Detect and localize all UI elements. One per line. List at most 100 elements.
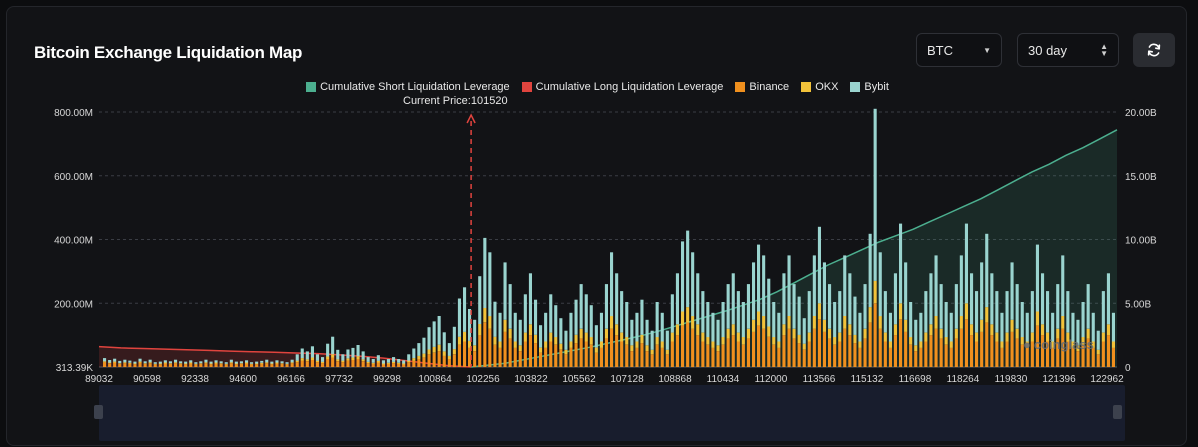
bar-bybit	[260, 360, 264, 363]
coin-select[interactable]: BTC ▼	[916, 33, 1002, 67]
bar-okx	[346, 358, 350, 361]
bar-bybit	[224, 362, 228, 364]
bar-okx	[321, 361, 325, 364]
bar-okx	[295, 360, 299, 363]
bar-okx	[787, 316, 791, 329]
bar-binance	[584, 341, 588, 367]
bar-bybit	[123, 359, 127, 363]
bar-okx	[1071, 341, 1075, 348]
bar-binance	[980, 331, 984, 367]
bar-bybit	[554, 305, 558, 338]
bar-binance	[366, 363, 370, 367]
bar-bybit	[1106, 273, 1110, 325]
bar-binance	[990, 335, 994, 367]
x-tick-label: 108868	[658, 374, 692, 385]
bar-bybit	[610, 252, 614, 317]
bar-okx	[655, 337, 659, 345]
zoom-slider-handle-right[interactable]	[1113, 405, 1122, 419]
bar-binance	[574, 343, 578, 367]
legend-item-binance[interactable]: Binance	[735, 81, 789, 93]
bar-binance	[305, 361, 309, 367]
bar-okx	[1020, 337, 1024, 345]
bar-bybit	[300, 348, 304, 359]
legend-item-long[interactable]: Cumulative Long Liquidation Leverage	[521, 81, 723, 93]
bar-okx	[356, 356, 360, 360]
bar-binance	[660, 347, 664, 367]
bar-binance	[1101, 341, 1105, 367]
bar-bybit	[498, 312, 502, 342]
bar-binance	[219, 363, 223, 367]
caret-down-icon: ▼	[983, 45, 991, 55]
legend-item-short[interactable]: Cumulative Short Liquidation Leverage	[306, 81, 510, 93]
bar-binance	[726, 338, 730, 367]
bar-bybit	[483, 237, 487, 308]
bar-binance	[599, 347, 603, 367]
refresh-button[interactable]	[1133, 33, 1175, 67]
bar-bybit	[635, 312, 639, 342]
bar-binance	[787, 328, 791, 368]
bar-bybit	[828, 284, 832, 329]
bar-bybit	[893, 273, 897, 325]
bar-bybit	[817, 226, 821, 304]
bar-binance	[483, 322, 487, 367]
y-left-tick-label: 200.00M	[54, 299, 93, 310]
y-right-tick-label: 20.00B	[1125, 108, 1157, 119]
bar-binance	[579, 338, 583, 367]
bar-bybit	[980, 262, 984, 320]
bar-okx	[239, 363, 243, 364]
bar-bybit	[463, 287, 467, 332]
bar-okx	[189, 362, 193, 364]
legend-label: OKX	[815, 81, 839, 93]
bar-binance	[1051, 347, 1055, 367]
bar-binance	[762, 328, 766, 368]
x-tick-label: 116698	[899, 374, 932, 385]
bar-binance	[250, 364, 254, 367]
y-left-tick-label: 800.00M	[54, 108, 93, 119]
bar-bybit	[731, 273, 735, 325]
bar-binance	[432, 352, 436, 367]
bar-okx	[620, 332, 624, 342]
bar-binance	[873, 303, 877, 368]
y-left-tick-label: 600.00M	[54, 172, 93, 183]
bar-okx	[970, 324, 974, 336]
bar-okx	[336, 359, 340, 362]
legend-item-okx[interactable]: OKX	[801, 81, 838, 93]
legend-item-bybit[interactable]: Bybit	[850, 81, 889, 93]
bar-bybit	[681, 241, 685, 312]
bar-bybit	[919, 312, 923, 342]
x-tick-label: 97732	[325, 374, 353, 385]
bar-binance	[199, 363, 203, 367]
bar-bybit	[939, 284, 943, 329]
bar-binance	[417, 359, 421, 367]
bar-okx	[1081, 337, 1085, 345]
bar-binance	[427, 354, 431, 368]
bar-okx	[934, 316, 938, 329]
bar-binance	[386, 363, 390, 367]
bar-okx	[432, 346, 436, 353]
bar-bybit	[1015, 284, 1019, 329]
zoom-slider-handle-left[interactable]	[94, 405, 103, 419]
bar-okx	[483, 308, 487, 323]
short-leverage-line	[471, 129, 1118, 368]
bar-bybit	[427, 327, 431, 350]
x-tick-label: 119830	[995, 374, 1028, 385]
bar-binance	[711, 347, 715, 367]
bar-bybit	[792, 284, 796, 329]
period-select[interactable]: 30 day ▲ ▼	[1017, 33, 1119, 67]
bar-okx	[1086, 328, 1090, 339]
bar-okx	[909, 337, 913, 345]
bar-binance	[452, 354, 456, 368]
bar-bybit	[386, 359, 390, 363]
bar-okx	[427, 349, 431, 355]
bar-okx	[706, 337, 710, 345]
bar-okx	[331, 354, 335, 358]
bar-okx	[118, 363, 122, 364]
bar-okx	[660, 341, 664, 348]
bar-bybit	[777, 312, 781, 342]
bar-bybit	[863, 284, 867, 329]
bar-binance	[843, 328, 847, 368]
bar-bybit	[1101, 291, 1105, 333]
bar-okx	[564, 349, 568, 355]
bar-binance	[290, 363, 294, 367]
bar-okx	[174, 362, 178, 364]
